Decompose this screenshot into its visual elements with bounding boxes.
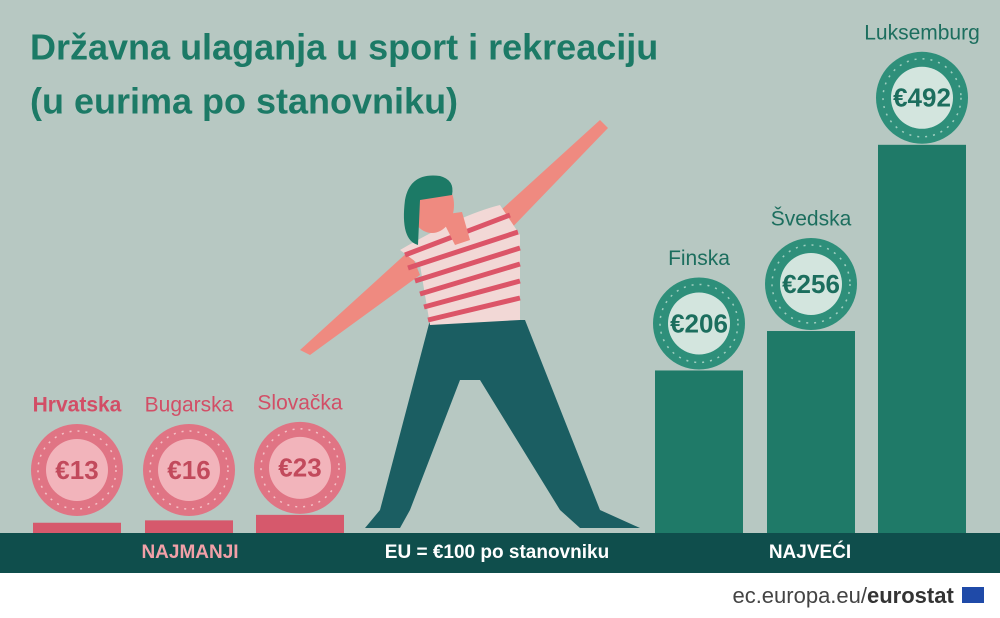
category-label: Bugarska — [145, 394, 234, 417]
bar — [33, 522, 121, 533]
coin-ring — [659, 283, 739, 364]
coin-inner — [668, 292, 730, 355]
bar — [655, 370, 743, 533]
figure — [300, 120, 640, 528]
category-label: Slovačka — [257, 391, 343, 414]
footer-background — [0, 573, 1000, 618]
lowest-label: NAJMANJI — [141, 542, 238, 563]
chart-subtitle: (u eurima po stanovniku) — [30, 81, 458, 122]
chart-title: Državna ulaganja u sport i rekreaciju — [30, 27, 658, 68]
footer-site: ec.europa.eu/ — [732, 583, 867, 608]
eu-flag — [962, 587, 984, 603]
baseline-band — [0, 533, 1000, 573]
highest-label: NAJVEĆI — [769, 541, 851, 563]
coin-inner — [780, 253, 842, 316]
value-label: €206 — [670, 308, 728, 338]
coin-ring — [37, 430, 117, 510]
reference-label: EU = €100 po stanovniku — [385, 542, 609, 563]
coin-inner — [158, 439, 220, 501]
coin-ring — [260, 428, 340, 508]
bar — [145, 520, 233, 533]
coin-inner — [46, 439, 108, 501]
category-label: Švedska — [771, 208, 852, 231]
bar — [256, 514, 344, 533]
coin-ring — [149, 430, 229, 510]
category-label: Hrvatska — [33, 394, 122, 417]
footer-brand: eurostat — [867, 583, 954, 608]
value-label: €13 — [55, 455, 98, 485]
value-label: €256 — [782, 269, 840, 299]
category-label: Luksemburg — [864, 21, 980, 44]
coin-inner — [891, 66, 953, 129]
value-label: €492 — [893, 83, 951, 113]
coin-ring — [771, 244, 851, 324]
value-label: €23 — [278, 453, 321, 483]
coin-ring — [882, 58, 962, 138]
category-label: Finska — [668, 247, 730, 270]
bar — [878, 144, 966, 533]
value-label: €16 — [167, 455, 210, 485]
coin-inner — [269, 436, 331, 499]
bar — [767, 331, 855, 533]
